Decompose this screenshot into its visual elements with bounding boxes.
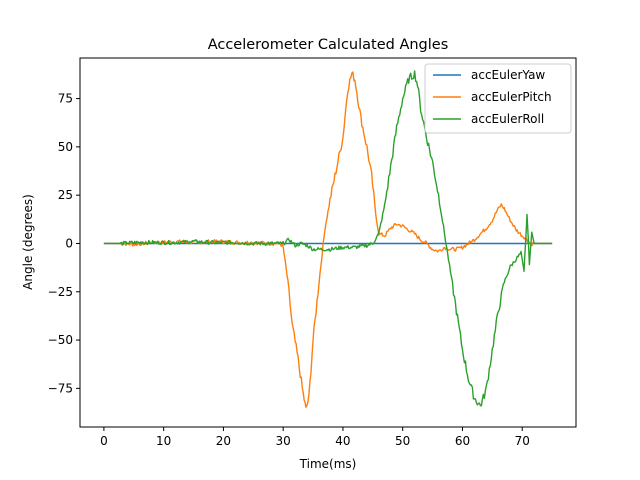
x-axis-label: Time(ms) (299, 457, 357, 471)
y-tick-label: −50 (48, 333, 73, 347)
series-line-accEulerPitch (103, 71, 553, 408)
x-tick-label: 60 (455, 434, 470, 448)
legend-label-accEulerYaw: accEulerYaw (471, 68, 545, 82)
series-line-accEulerRoll (103, 70, 553, 407)
x-tick-label: 50 (395, 434, 410, 448)
legend: accEulerYaw accEulerPitch accEulerRoll (424, 63, 572, 134)
y-tick-label: −75 (48, 381, 73, 395)
x-tick-label: 30 (276, 434, 291, 448)
legend-label-accEulerPitch: accEulerPitch (471, 90, 552, 104)
legend-box (424, 63, 572, 134)
y-tick-label: 50 (58, 140, 73, 154)
y-tick-label: 0 (65, 236, 73, 250)
y-tick-label: 75 (58, 92, 73, 106)
legend-label-accEulerRoll: accEulerRoll (471, 112, 544, 126)
legend-items: accEulerYaw accEulerPitch accEulerRoll (433, 68, 552, 126)
plot-frame (79, 57, 577, 428)
x-tick-label: 10 (156, 434, 171, 448)
x-tick-label: 40 (335, 434, 350, 448)
y-axis-label: Angle (degrees) (21, 194, 35, 290)
x-tick-label: 70 (515, 434, 530, 448)
chart-title: Accelerometer Calculated Angles (208, 37, 449, 53)
x-tick-label: 0 (100, 434, 108, 448)
x-axis: 0 10 20 30 40 50 60 70 (100, 427, 530, 448)
y-tick-label: 25 (58, 188, 73, 202)
y-tick-label: −25 (48, 285, 73, 299)
y-axis: −75 −50 −25 0 25 50 75 (48, 92, 80, 395)
plot-lines (103, 70, 553, 408)
x-tick-label: 20 (216, 434, 231, 448)
